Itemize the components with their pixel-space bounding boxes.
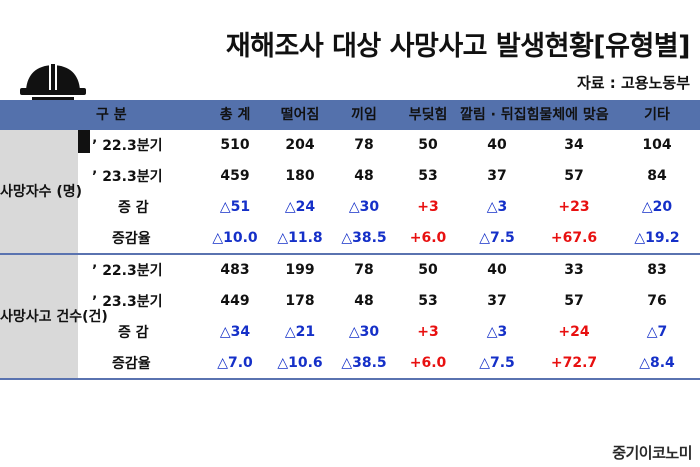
cell: △3 bbox=[460, 316, 535, 348]
cell: △7 bbox=[614, 316, 700, 348]
cell: 180 bbox=[268, 160, 333, 192]
cell: +6.0 bbox=[396, 347, 461, 380]
table-row: 증 감 △34 △21 △30 +3 △3 +24 △7 bbox=[0, 316, 700, 348]
table-row: 사망사고 건수(건) ’ 22.3분기 483 199 78 50 40 33 … bbox=[0, 254, 700, 380]
header-struck: 부딪힘 bbox=[396, 100, 461, 130]
cell: 510 bbox=[202, 130, 269, 161]
cell: △11.8 bbox=[268, 222, 333, 255]
cell: △7.5 bbox=[460, 347, 535, 380]
cell: 449 bbox=[202, 285, 269, 317]
cell: 37 bbox=[460, 285, 535, 317]
row-label: 증 감 bbox=[78, 316, 203, 348]
page-title: 재해조사 대상 사망사고 발생현황[유형별] bbox=[225, 31, 691, 62]
cell: 78 bbox=[332, 254, 397, 286]
group-label-deaths: 사망자수 (명) bbox=[0, 130, 82, 255]
cell: 178 bbox=[268, 285, 333, 317]
cell: 104 bbox=[614, 130, 700, 161]
header-total: 총 계 bbox=[202, 100, 269, 130]
header-hit-by-object: 물체에 맞음 bbox=[534, 100, 615, 130]
cell: 40 bbox=[460, 130, 535, 161]
cell: △7.0 bbox=[202, 347, 269, 380]
cell: △3 bbox=[460, 191, 535, 223]
cell: 50 bbox=[396, 254, 461, 286]
accident-table: 구 분 총 계 떨어짐 끼임 부딪힘 깔림 · 뒤집힘 물체에 맞음 기타 사망… bbox=[0, 100, 700, 380]
cell: △10.0 bbox=[202, 222, 269, 255]
header-fall: 떨어짐 bbox=[268, 100, 333, 130]
table-row: 사망자수 (명) ’ 22.3분기 510 204 78 50 40 34 10… bbox=[0, 130, 700, 255]
cell: 483 bbox=[202, 254, 269, 286]
table-row: ’ 23.3분기 449 178 48 53 37 57 76 bbox=[0, 285, 700, 317]
cell: +72.7 bbox=[534, 347, 615, 380]
cell: 76 bbox=[614, 285, 700, 317]
cell: △30 bbox=[332, 191, 397, 223]
cell: 459 bbox=[202, 160, 269, 192]
row-label: 증 감 bbox=[78, 191, 203, 223]
table-row: ’ 23.3분기 459 180 48 53 37 57 84 bbox=[0, 160, 700, 192]
cell: △38.5 bbox=[332, 222, 397, 255]
cell: △19.2 bbox=[614, 222, 700, 255]
cell: 37 bbox=[460, 160, 535, 192]
cell: 78 bbox=[332, 130, 397, 161]
row-label: ’ 22.3분기 bbox=[78, 130, 203, 161]
cell: △38.5 bbox=[332, 347, 397, 380]
cell: 84 bbox=[614, 160, 700, 192]
table-row: 증감율 △7.0 △10.6 △38.5 +6.0 △7.5 +72.7 △8.… bbox=[0, 347, 700, 380]
cell: △7.5 bbox=[460, 222, 535, 255]
cell: △34 bbox=[202, 316, 269, 348]
cell: 48 bbox=[332, 160, 397, 192]
cell: △21 bbox=[268, 316, 333, 348]
cell: △24 bbox=[268, 191, 333, 223]
cell: 83 bbox=[614, 254, 700, 286]
header-crushed: 깔림 · 뒤집힘 bbox=[460, 100, 539, 130]
cell: 57 bbox=[534, 160, 615, 192]
cell: 57 bbox=[534, 285, 615, 317]
cell: 40 bbox=[460, 254, 535, 286]
header-other: 기타 bbox=[614, 100, 700, 130]
cell: 33 bbox=[534, 254, 615, 286]
cell: +67.6 bbox=[534, 222, 615, 255]
table-row: 증감율 △10.0 △11.8 △38.5 +6.0 △7.5 +67.6 △1… bbox=[0, 222, 700, 255]
cell: +6.0 bbox=[396, 222, 461, 255]
cell: 48 bbox=[332, 285, 397, 317]
table-row: 증 감 △51 △24 △30 +3 △3 +23 △20 bbox=[0, 191, 700, 223]
cell: △30 bbox=[332, 316, 397, 348]
cell: +23 bbox=[534, 191, 615, 223]
cell: 53 bbox=[396, 285, 461, 317]
row-label: ’ 23.3분기 bbox=[78, 160, 203, 192]
cell: △8.4 bbox=[614, 347, 700, 380]
cell: 50 bbox=[396, 130, 461, 161]
row-label: ’ 22.3분기 bbox=[78, 254, 203, 286]
row-label: 증감율 bbox=[78, 222, 203, 255]
cell: 53 bbox=[396, 160, 461, 192]
cell: 199 bbox=[268, 254, 333, 286]
header-gubun: 구 분 bbox=[0, 100, 203, 130]
header-caught: 끼임 bbox=[332, 100, 397, 130]
publisher-logo: 중기이코노미 bbox=[612, 444, 692, 462]
cell: △51 bbox=[202, 191, 269, 223]
cell: +3 bbox=[396, 316, 461, 348]
cell: +24 bbox=[534, 316, 615, 348]
source-label: 자료 : 고용노동부 bbox=[576, 74, 690, 92]
table-header: 구 분 총 계 떨어짐 끼임 부딪힘 깔림 · 뒤집힘 물체에 맞음 기타 bbox=[0, 100, 700, 130]
cell: +3 bbox=[396, 191, 461, 223]
row-label: 증감율 bbox=[78, 347, 203, 380]
row-label: ’ 23.3분기 bbox=[78, 285, 203, 317]
cell: △20 bbox=[614, 191, 700, 223]
group-label-accidents: 사망사고 건수(건) bbox=[0, 254, 108, 380]
cell: △10.6 bbox=[268, 347, 333, 380]
cell: 204 bbox=[268, 130, 333, 161]
cell: 34 bbox=[534, 130, 615, 161]
